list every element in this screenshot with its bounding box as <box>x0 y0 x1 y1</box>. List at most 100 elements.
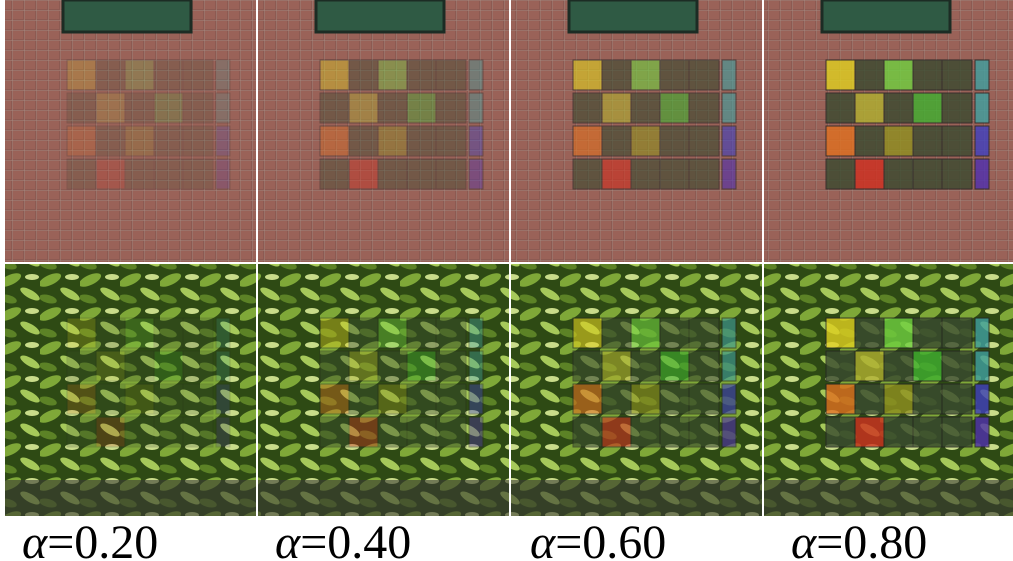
cube-face <box>469 60 483 90</box>
cube-face <box>855 159 885 189</box>
cube-face <box>975 351 989 381</box>
cube-face <box>125 60 155 90</box>
cube-face <box>407 417 437 447</box>
cube-face <box>154 93 184 123</box>
cube-face <box>469 126 483 156</box>
cube-face <box>722 93 736 123</box>
cube-face <box>67 60 97 90</box>
cube-face <box>436 318 466 348</box>
cube-face <box>67 384 97 414</box>
cube-face <box>602 93 632 123</box>
cube-face <box>349 384 379 414</box>
cube-face <box>125 417 155 447</box>
cube-face <box>689 384 719 414</box>
ground <box>764 480 1013 516</box>
cube-face <box>689 93 719 123</box>
cube-face <box>436 60 466 90</box>
cube-face <box>602 384 632 414</box>
cube-face <box>660 93 690 123</box>
cube-face <box>573 318 603 348</box>
cube-face <box>722 318 736 348</box>
cube-face <box>855 417 885 447</box>
cube-face <box>96 384 126 414</box>
cube-face <box>436 384 466 414</box>
cube-face <box>689 351 719 381</box>
cube-face <box>216 318 230 348</box>
cube-face <box>378 417 408 447</box>
cube-face <box>573 417 603 447</box>
cube-face <box>826 318 856 348</box>
ground <box>511 480 762 516</box>
cube-face <box>573 159 603 189</box>
cube-face <box>320 318 350 348</box>
cube-face <box>378 159 408 189</box>
cube-face <box>602 318 632 348</box>
cube-face <box>602 159 632 189</box>
cube-face <box>378 318 408 348</box>
cube-face <box>826 417 856 447</box>
cube-face <box>349 417 379 447</box>
cube-face <box>216 126 230 156</box>
cube-face <box>407 318 437 348</box>
cube-face <box>349 351 379 381</box>
cube-face <box>602 60 632 90</box>
cube-face <box>975 93 989 123</box>
cube-face <box>183 93 213 123</box>
cube-face <box>826 126 856 156</box>
cube-face <box>913 126 943 156</box>
cube-face <box>349 318 379 348</box>
cube-face <box>660 318 690 348</box>
alpha-symbol: α <box>791 516 817 561</box>
cube-face <box>216 159 230 189</box>
cube-face <box>407 93 437 123</box>
cube-face <box>183 318 213 348</box>
cube-face <box>884 351 914 381</box>
cube-face <box>320 159 350 189</box>
cube-face <box>436 351 466 381</box>
panel <box>258 0 509 516</box>
cube-face <box>407 351 437 381</box>
cube-face <box>96 159 126 189</box>
cube-face <box>125 351 155 381</box>
cube-face <box>913 384 943 414</box>
cube-face <box>96 318 126 348</box>
cube-face <box>660 351 690 381</box>
cube-face <box>975 159 989 189</box>
cube-face <box>216 384 230 414</box>
cube-face <box>216 93 230 123</box>
cube-face <box>602 351 632 381</box>
cube-face <box>631 60 661 90</box>
cube-face <box>722 384 736 414</box>
cube-face <box>689 60 719 90</box>
cube-face <box>349 93 379 123</box>
cube-face <box>826 159 856 189</box>
caption: α=0.40 <box>275 516 411 561</box>
cube-face <box>320 126 350 156</box>
cube-face <box>96 126 126 156</box>
cube-face <box>573 93 603 123</box>
cube-face <box>154 60 184 90</box>
cube-face <box>631 384 661 414</box>
cube-face <box>660 126 690 156</box>
cube-face <box>436 159 466 189</box>
cube-face <box>183 351 213 381</box>
cube-face <box>378 126 408 156</box>
cube-face <box>689 126 719 156</box>
cube-face <box>631 417 661 447</box>
cube-face <box>660 417 690 447</box>
cube-face <box>125 384 155 414</box>
cube-face <box>436 93 466 123</box>
cube-face <box>942 417 972 447</box>
cube-face <box>469 351 483 381</box>
cube-face <box>67 318 97 348</box>
window <box>316 0 444 32</box>
cube-face <box>378 93 408 123</box>
cube-face <box>722 159 736 189</box>
cube-face <box>154 126 184 156</box>
cube-face <box>913 318 943 348</box>
cube-face <box>573 351 603 381</box>
alpha-value: =0.60 <box>555 516 666 561</box>
alpha-symbol: α <box>530 516 556 561</box>
ground <box>5 480 256 516</box>
cube-face <box>722 60 736 90</box>
